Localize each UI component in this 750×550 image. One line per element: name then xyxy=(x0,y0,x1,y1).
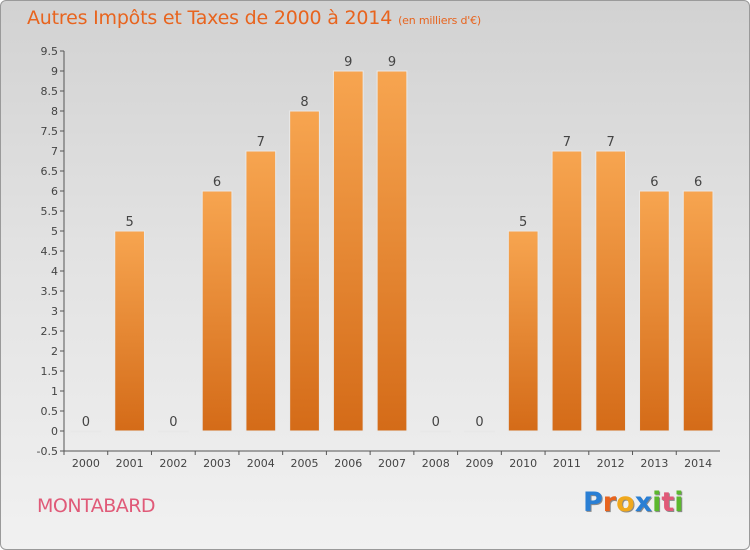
data-label: 5 xyxy=(125,215,133,230)
x-tick-label: 2006 xyxy=(334,457,362,470)
chart-title: Autres Impôts et Taxes de 2000 à 2014 (en… xyxy=(27,7,481,29)
y-tick-label: 2 xyxy=(51,345,58,358)
y-tick-label: 8 xyxy=(51,105,58,118)
bar xyxy=(114,230,145,432)
bar xyxy=(245,150,277,432)
y-tick-label: 6.5 xyxy=(41,165,59,178)
bar xyxy=(507,230,539,432)
data-label: 8 xyxy=(300,95,308,110)
y-tick-label: 7 xyxy=(51,145,58,158)
commune-name: MONTABARD xyxy=(37,495,156,517)
x-tick-label: 2005 xyxy=(291,457,319,470)
y-tick-label: 1.5 xyxy=(41,365,59,378)
data-label: 6 xyxy=(650,175,658,190)
data-label: 0 xyxy=(432,415,440,430)
chart-title-text: Autres Impôts et Taxes de 2000 à 2014 xyxy=(27,7,393,29)
y-tick-label: 3 xyxy=(51,305,58,318)
proxiti-logo: Proxiti xyxy=(583,487,684,518)
x-axis: 2000 2001 2002 2003 2004 2005 2006 2007 2008 2009… xyxy=(63,450,720,470)
y-tick-label: 2.5 xyxy=(41,325,59,338)
logo-letter: i xyxy=(652,487,662,518)
bar xyxy=(376,70,408,432)
y-tick-label: 7.5 xyxy=(41,125,59,138)
logo-letter: o xyxy=(616,487,635,518)
bar xyxy=(332,70,364,432)
bar xyxy=(595,150,627,432)
bar-series xyxy=(70,70,714,433)
x-tick-label: 2014 xyxy=(684,457,712,470)
data-label: 7 xyxy=(607,135,615,150)
y-tick-label: 4.5 xyxy=(41,245,59,258)
y-tick-label: 3.5 xyxy=(41,285,59,298)
x-tick-label: 2003 xyxy=(203,457,231,470)
bar xyxy=(420,430,452,433)
y-tick-label: 6 xyxy=(51,185,58,198)
y-tick-label: 0.5 xyxy=(41,405,59,418)
x-tick-label: 2002 xyxy=(159,457,187,470)
y-tick-label: 9.5 xyxy=(41,45,59,58)
data-labels: 0 5 0 6 7 8 9 9 0 0 5 7 7 6 6 xyxy=(82,55,703,430)
data-label: 9 xyxy=(388,55,396,70)
logo-letter: i xyxy=(674,487,684,518)
data-label: 7 xyxy=(563,135,571,150)
data-label: 0 xyxy=(82,415,90,430)
bar xyxy=(551,150,583,432)
y-tick-label: 9 xyxy=(51,65,58,78)
x-tick-label: 2008 xyxy=(422,457,450,470)
y-tick-label: 1 xyxy=(51,385,58,398)
data-label: 0 xyxy=(169,415,177,430)
x-tick-label: 2007 xyxy=(378,457,406,470)
data-label: 5 xyxy=(519,215,527,230)
bar xyxy=(682,190,714,432)
data-label: 6 xyxy=(694,175,702,190)
bar xyxy=(289,110,320,432)
data-label: 0 xyxy=(475,415,483,430)
y-tick-label: 4 xyxy=(51,265,58,278)
x-tick-label: 2009 xyxy=(465,457,493,470)
x-tick-label: 2011 xyxy=(553,457,581,470)
x-tick-label: 2013 xyxy=(640,457,668,470)
logo-letter: r xyxy=(602,487,617,518)
bar xyxy=(639,190,670,432)
bar xyxy=(464,430,495,433)
data-label: 6 xyxy=(213,175,221,190)
x-tick-label: 2010 xyxy=(509,457,537,470)
y-tick-label: 0 xyxy=(51,425,58,438)
y-tick-label: 5.5 xyxy=(41,205,59,218)
data-label: 9 xyxy=(344,55,352,70)
bar xyxy=(201,190,233,432)
y-axis: -0.5 0 0.5 1 1.5 2 2.5 3 3.5 4 4.5 5 5.5 6 6.5 7 7.5 8 8.5… xyxy=(37,45,65,458)
x-tick-label: 2004 xyxy=(247,457,275,470)
logo-letter: t xyxy=(661,487,675,518)
x-tick-label: 2012 xyxy=(597,457,625,470)
y-tick-label: -0.5 xyxy=(37,445,58,458)
x-tick-label: 2000 xyxy=(72,457,100,470)
logo-letter: x xyxy=(634,487,653,518)
data-label: 7 xyxy=(257,135,265,150)
logo-letter: P xyxy=(583,487,603,518)
bar xyxy=(157,430,189,433)
chart-title-unit: (en milliers d'€) xyxy=(398,14,481,27)
bar xyxy=(70,430,102,433)
y-tick-label: 8.5 xyxy=(41,85,59,98)
y-tick-label: 5 xyxy=(51,225,58,238)
x-tick-label: 2001 xyxy=(116,457,144,470)
